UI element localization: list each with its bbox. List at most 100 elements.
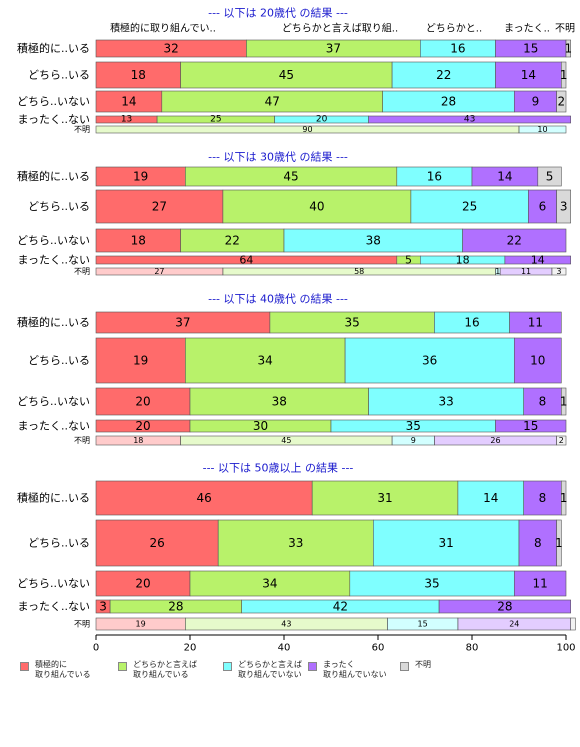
bar-segment <box>560 61 567 89</box>
data-label: 11 <box>521 267 531 276</box>
data-label: 1 <box>560 491 568 505</box>
data-label: 9 <box>532 95 540 109</box>
legend-label: どちらかと言えば 取り組んでいる <box>133 660 197 679</box>
row-label: 不明 <box>74 267 90 276</box>
data-label: 35 <box>424 577 439 591</box>
bar-segment <box>189 570 351 597</box>
data-label: 14 <box>521 68 536 82</box>
data-label: 34 <box>262 577 277 591</box>
data-label: 24 <box>509 620 519 629</box>
panel-title: --- 以下は 30歳代 の結果 --- <box>208 150 348 164</box>
bar-segment <box>222 189 412 224</box>
data-label: 31 <box>439 536 454 550</box>
row-label: まったく..ない <box>17 600 90 613</box>
data-label: 16 <box>464 316 479 330</box>
data-label: 8 <box>539 395 547 409</box>
bar-segment <box>344 337 515 384</box>
data-label: 38 <box>272 395 287 409</box>
column-header: まったく.. <box>504 23 550 35</box>
data-label: 37 <box>175 316 190 330</box>
bar-segment <box>518 125 567 134</box>
x-tick-label: 0 <box>93 643 99 654</box>
bar-segment <box>368 115 572 124</box>
bar-segment <box>372 519 520 567</box>
data-label: 30 <box>253 419 268 433</box>
data-label: 14 <box>483 491 498 505</box>
data-label: 22 <box>507 234 522 248</box>
panel-title: --- 以下は 20歳代 の結果 --- <box>208 6 348 20</box>
data-label: 1 <box>555 536 563 550</box>
data-label: 3 <box>556 267 561 276</box>
data-label: 25 <box>210 115 221 125</box>
bar-segment <box>438 599 572 614</box>
x-tick-label: 40 <box>278 643 291 654</box>
column-header: どちらかと.. <box>426 23 482 35</box>
legend-swatch <box>118 662 127 671</box>
legend-item: どちらかと言えば 取り組んでいない <box>223 660 302 680</box>
row-label: まったく..ない <box>17 420 90 433</box>
x-tick-label: 80 <box>466 643 479 654</box>
bar-segment <box>523 387 562 416</box>
data-label: 46 <box>196 491 211 505</box>
data-label: 28 <box>168 600 183 614</box>
bar-segment <box>95 189 224 224</box>
legend: 積極的に 取り組んでいる どちらかと言えば 取り組んでいる どちらかと言えば 取… <box>8 660 578 690</box>
bar-segment <box>95 387 191 416</box>
bar-segment <box>565 39 571 58</box>
bar-segment <box>349 570 515 597</box>
data-label: 14 <box>121 95 136 109</box>
data-label: 15 <box>418 620 428 629</box>
x-tick-label: 20 <box>184 643 197 654</box>
bar-segment <box>311 480 459 516</box>
legend-item: まったく 取り組んでいない <box>308 660 387 680</box>
legend-label: どちらかと言えば 取り組んでいない <box>238 660 302 679</box>
data-label: 22 <box>436 68 451 82</box>
data-label: 5 <box>546 170 554 184</box>
data-label: 42 <box>333 600 348 614</box>
row-label: どちら..いない <box>17 577 90 590</box>
data-label: 90 <box>302 125 312 134</box>
data-label: 15 <box>523 42 538 56</box>
bar-segment <box>528 189 557 224</box>
bar-segment <box>556 189 571 224</box>
data-label: 19 <box>133 354 148 368</box>
data-label: 27 <box>154 267 164 276</box>
bar-segment <box>95 519 219 567</box>
row-label: どちら..いない <box>17 95 90 108</box>
data-label: 20 <box>135 577 150 591</box>
data-label: 43 <box>281 620 291 629</box>
data-label: 33 <box>288 536 303 550</box>
data-label: 11 <box>528 316 543 330</box>
data-label: 10 <box>530 354 545 368</box>
bar-segment <box>391 61 496 89</box>
data-label: 3 <box>560 200 568 214</box>
row-label: 積極的に..いる <box>17 491 90 505</box>
data-label: 20 <box>135 395 150 409</box>
bar-segment <box>462 228 567 253</box>
row-label: 積極的に..いる <box>17 169 90 183</box>
data-label: 9 <box>411 436 416 445</box>
column-header: 積極的に取り組んでい.. <box>110 22 216 35</box>
data-label: 35 <box>406 419 421 433</box>
bar-segment <box>185 337 346 384</box>
row-label: 積極的に..いる <box>17 41 90 55</box>
legend-label: 不明 <box>415 660 431 669</box>
bar-segment <box>556 519 562 567</box>
data-label: 8 <box>539 491 547 505</box>
row-label: 不明 <box>74 436 90 445</box>
data-label: 35 <box>345 316 360 330</box>
bar-segment <box>410 189 529 224</box>
bar-segment <box>513 337 562 384</box>
bar-segment <box>560 387 567 416</box>
row-label: どちら..いる <box>28 354 90 367</box>
data-label: 33 <box>439 395 454 409</box>
data-label: 10 <box>537 125 547 134</box>
data-label: 34 <box>258 354 273 368</box>
data-label: 19 <box>136 620 146 629</box>
bar-segment <box>495 61 562 89</box>
legend-swatch <box>223 662 232 671</box>
x-tick-label: 100 <box>556 643 575 654</box>
bar-segment <box>368 387 525 416</box>
bar-segment <box>457 480 524 516</box>
data-label: 18 <box>133 436 143 445</box>
